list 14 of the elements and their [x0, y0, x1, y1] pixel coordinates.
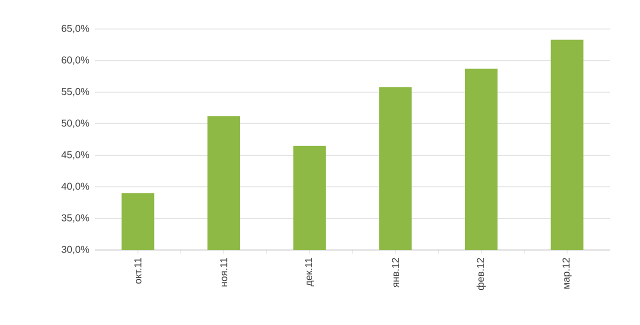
y-tick-label: 55,0% [62, 88, 90, 96]
x-tick-label: ноя.11 [220, 258, 228, 286]
x-tick-label: фев.12 [476, 258, 486, 290]
x-tick-label: окт.11 [134, 258, 142, 284]
y-tick-label: 40,0% [61, 182, 90, 191]
y-tick-label: 60,0% [62, 56, 90, 65]
x-tick-label: янв.12 [392, 258, 399, 288]
y-tick-label: 35,0% [62, 214, 90, 223]
y-tick-label: 65,0% [62, 24, 90, 34]
y-tick-label: 45,0% [61, 151, 90, 160]
x-tick-label: дек.11 [305, 258, 314, 286]
y-tick-label: 30,0% [62, 246, 90, 254]
x-tick-label: мар.12 [562, 258, 572, 289]
y-tick-label: 50,0% [62, 120, 90, 128]
